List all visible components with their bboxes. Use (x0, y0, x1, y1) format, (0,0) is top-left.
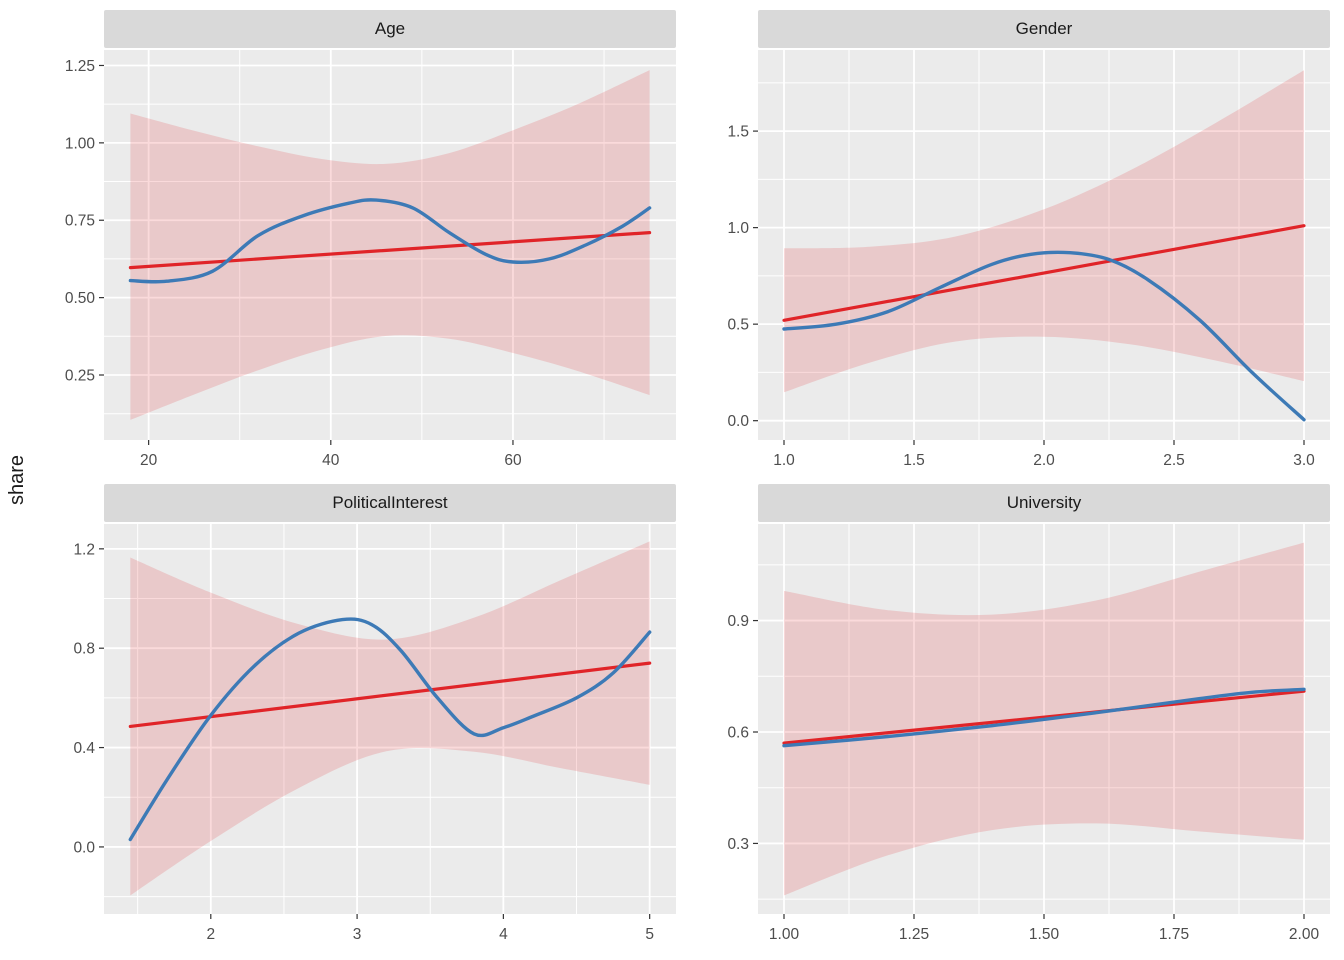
x-tick-label: 4 (499, 926, 508, 943)
y-tick-label: 1.2 (73, 541, 95, 558)
y-axis-title: share (6, 454, 28, 506)
y-tick-label: 0.8 (73, 641, 95, 658)
x-tick-label: 40 (322, 452, 340, 469)
x-tick-label: 2.0 (1033, 452, 1055, 469)
facet-strip-age: Age (104, 10, 676, 48)
y-tick-label: 0.0 (73, 839, 95, 856)
x-tick-label: 1.75 (1159, 926, 1189, 943)
confidence-ribbon (784, 70, 1304, 393)
x-tick-label: 1.0 (773, 452, 795, 469)
linear-fit-line (128, 661, 652, 729)
y-tick-label: 1.25 (65, 58, 95, 75)
smooth-fit-line (782, 687, 1306, 748)
y-tick-label: 0.0 (727, 413, 749, 430)
x-tick-label: 2 (206, 926, 215, 943)
facet-politicalinterest: PoliticalInterest 2 3 4 5 0.0 0.4 0.8 1.2 (36, 484, 690, 952)
y-tick-label: 0.50 (65, 290, 96, 307)
y-tick-label: 0.3 (727, 836, 749, 853)
facet-university: University 1.00 1.25 1.50 1.75 2.00 0.3 0.6 0.9 (690, 484, 1344, 952)
smooth-fit-line (782, 250, 1306, 422)
linear-fit-line (782, 689, 1306, 745)
x-tick-label: 1.50 (1029, 926, 1060, 943)
facet-strip-politicalinterest: PoliticalInterest (104, 484, 676, 522)
facet-gender: Gender 1.0 1.5 2.0 2.5 3.0 0.0 0.5 1.0 1.5 (690, 10, 1344, 478)
facet-strip-gender: Gender (758, 10, 1330, 48)
y-tick-label: 0.75 (65, 213, 95, 230)
facet-panel-gender: 1.0 1.5 2.0 2.5 3.0 0.0 0.5 1.0 1.5 (727, 50, 1330, 469)
x-tick-label: 1.25 (899, 926, 929, 943)
facet-age: Age 20 40 60 0.25 0.50 0.75 1.00 1.25 (36, 10, 690, 478)
facet-panel-politicalinterest: 2 3 4 5 0.0 0.4 0.8 1.2 (73, 524, 676, 943)
facet-panel-age: 20 40 60 0.25 0.50 0.75 1.00 1.25 (65, 50, 676, 469)
facet-title-politicalinterest: PoliticalInterest (332, 493, 448, 512)
y-tick-label: 0.4 (73, 740, 95, 757)
x-tick-label: 2.00 (1289, 926, 1320, 943)
x-tick-label: 3 (353, 926, 362, 943)
y-tick-label: 0.5 (727, 317, 749, 334)
y-tick-label: 1.0 (727, 220, 749, 237)
y-tick-label: 0.6 (727, 725, 749, 742)
smooth-fit-line (128, 198, 652, 284)
x-tick-label: 60 (504, 452, 522, 469)
x-tick-label: 2.5 (1163, 452, 1185, 469)
smooth-fit-line (128, 617, 652, 842)
y-tick-label: 1.5 (727, 124, 749, 141)
facet-title-age: Age (374, 19, 406, 38)
x-tick-label: 20 (140, 452, 158, 469)
x-tick-label: 1.00 (769, 926, 800, 943)
y-tick-label: 0.9 (727, 613, 749, 630)
facet-strip-university: University (758, 484, 1330, 522)
confidence-ribbon (130, 70, 650, 420)
linear-fit-line (128, 231, 652, 270)
y-tick-label: 1.00 (65, 135, 96, 152)
facet-panel-university: 1.00 1.25 1.50 1.75 2.00 0.3 0.6 0.9 (727, 524, 1330, 943)
confidence-ribbon (130, 541, 650, 896)
x-tick-label: 1.5 (903, 452, 925, 469)
facet-title-university: University (1006, 493, 1082, 512)
facet-grid: Age 20 40 60 0.25 0.50 0.75 1.00 1.25 Gender 1.… (36, 0, 1344, 952)
x-tick-label: 5 (645, 926, 654, 943)
y-tick-label: 0.25 (65, 368, 95, 385)
linear-fit-line (782, 224, 1306, 322)
x-tick-label: 3.0 (1293, 452, 1315, 469)
facet-title-gender: Gender (1015, 19, 1073, 38)
